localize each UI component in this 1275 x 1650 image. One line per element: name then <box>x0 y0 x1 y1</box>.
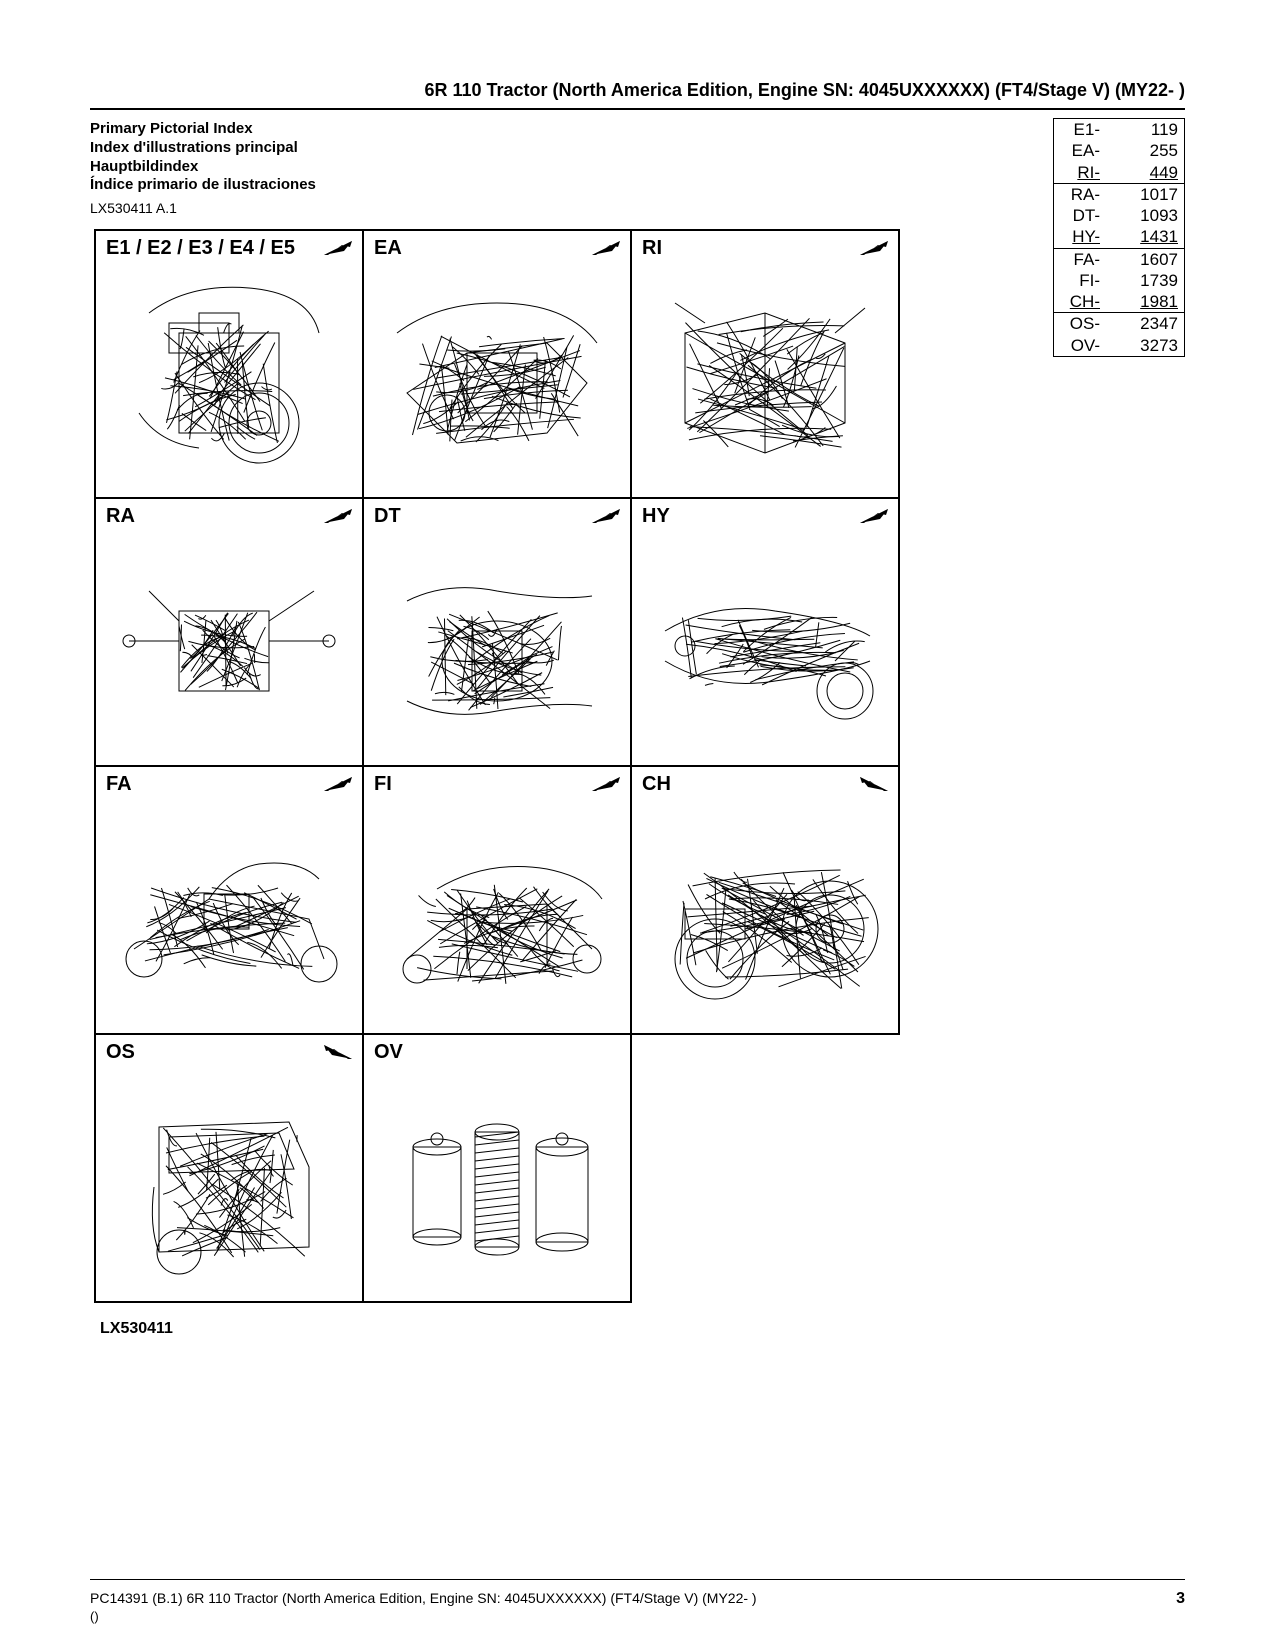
side-index-code: CH- <box>1060 291 1100 312</box>
pictorial-cell[interactable]: OV <box>362 1033 632 1303</box>
header-divider <box>90 108 1185 110</box>
arrow-up-left-icon <box>860 777 888 791</box>
pictorial-cell[interactable]: DT <box>362 497 632 767</box>
footer-text-row: PC14391 (B.1) 6R 110 Tractor (North Amer… <box>90 1590 1185 1608</box>
pictorial-cell[interactable]: HY <box>630 497 900 767</box>
footer-divider <box>90 1579 1185 1580</box>
side-index-code: E1- <box>1060 119 1100 140</box>
side-index-code: EA- <box>1060 140 1100 161</box>
pictorial-cell-figure <box>640 803 890 1025</box>
side-index-page: 3273 <box>1123 335 1178 356</box>
pictorial-cell-figure <box>104 267 354 489</box>
page-header-title: 6R 110 Tractor (North America Edition, E… <box>424 80 1185 101</box>
pictorial-cell[interactable]: E1 / E2 / E3 / E4 / E5 <box>94 229 364 499</box>
side-index-row[interactable]: RA- 1017 <box>1054 183 1184 205</box>
pictorial-cell[interactable]: EA <box>362 229 632 499</box>
pictorial-cell-label: DT <box>374 505 401 528</box>
side-index-row[interactable]: OV- 3273 <box>1054 335 1184 356</box>
side-index-page: 255 <box>1123 140 1178 161</box>
arrow-up-right-icon <box>324 777 352 791</box>
pictorial-cell[interactable]: RI <box>630 229 900 499</box>
side-index-row[interactable]: HY- 1431 <box>1054 226 1184 247</box>
side-index-row[interactable]: CH- 1981 <box>1054 291 1184 312</box>
pictorial-cell-figure <box>104 1071 354 1293</box>
side-index-page: 1739 <box>1123 270 1178 291</box>
side-index-row[interactable]: EA- 255 <box>1054 140 1184 161</box>
arrow-up-left-icon <box>324 1045 352 1059</box>
pictorial-cell-label: OV <box>374 1041 403 1064</box>
document-page: 6R 110 Tractor (North America Edition, E… <box>0 0 1275 1650</box>
side-index-page: 119 <box>1123 119 1178 140</box>
pictorial-cell-label: E1 / E2 / E3 / E4 / E5 <box>106 237 295 260</box>
footer-left-text: PC14391 (B.1) 6R 110 Tractor (North Amer… <box>90 1590 757 1608</box>
footer-paren: () <box>90 1609 99 1624</box>
arrow-up-right-icon <box>592 777 620 791</box>
pictorial-cell-figure <box>372 267 622 489</box>
side-index-row[interactable]: DT- 1093 <box>1054 205 1184 226</box>
footer-page-number: 3 <box>1176 1590 1185 1608</box>
side-index-page: 1017 <box>1123 184 1178 205</box>
section-titles-block: Primary Pictorial Index Index d'illustra… <box>90 120 316 195</box>
side-index-page: 1093 <box>1123 205 1178 226</box>
side-index-code: FI- <box>1060 270 1100 291</box>
section-title-en: Primary Pictorial Index <box>90 120 316 139</box>
side-index-code: RA- <box>1060 184 1100 205</box>
pictorial-cell-figure <box>640 535 890 757</box>
pictorial-cell[interactable]: FI <box>362 765 632 1035</box>
pictorial-cell-label: HY <box>642 505 670 528</box>
pictorial-cell[interactable]: CH <box>630 765 900 1035</box>
side-index-row[interactable]: E1- 119 <box>1054 119 1184 140</box>
pictorial-cell[interactable]: RA <box>94 497 364 767</box>
pictorial-cell-figure <box>640 267 890 489</box>
pictorial-cell-label: EA <box>374 237 402 260</box>
arrow-up-right-icon <box>860 509 888 523</box>
section-title-es: Índice primario de ilustraciones <box>90 176 316 195</box>
side-index-page: 1981 <box>1123 291 1178 312</box>
pictorial-cell-figure <box>104 803 354 1025</box>
side-index-page: 2347 <box>1123 313 1178 334</box>
arrow-up-right-icon <box>860 241 888 255</box>
arrow-up-right-icon <box>592 241 620 255</box>
side-index-row[interactable]: FI- 1739 <box>1054 270 1184 291</box>
arrow-up-right-icon <box>324 241 352 255</box>
pictorial-cell-label: OS <box>106 1041 135 1064</box>
pictorial-cell[interactable]: OS <box>94 1033 364 1303</box>
side-index-page: 449 <box>1123 162 1178 183</box>
section-title-fr: Index d'illustrations principal <box>90 139 316 158</box>
side-index-row[interactable]: FA- 1607 <box>1054 248 1184 270</box>
pictorial-cell-label: RA <box>106 505 135 528</box>
side-index-page: 1607 <box>1123 249 1178 270</box>
pictorial-cell[interactable]: FA <box>94 765 364 1035</box>
side-index-code: FA- <box>1060 249 1100 270</box>
side-index-page: 1431 <box>1123 226 1178 247</box>
pictorial-cell-figure <box>372 803 622 1025</box>
side-index-code: RI- <box>1060 162 1100 183</box>
side-index-table: E1-119EA-255RI-449RA-1017DT-1093HY-1431F… <box>1053 118 1185 357</box>
side-index-row[interactable]: RI- 449 <box>1054 162 1184 183</box>
side-index-code: HY- <box>1060 226 1100 247</box>
pictorial-cell-label: CH <box>642 773 671 796</box>
side-index-row[interactable]: OS- 2347 <box>1054 312 1184 334</box>
pictorial-cell-label: RI <box>642 237 662 260</box>
pictorial-cell-figure <box>372 535 622 757</box>
arrow-up-right-icon <box>592 509 620 523</box>
pictorial-index-grid: E1 / E2 / E3 / E4 / E5 EA RI RA DT HY FA FI CH OS… <box>95 230 905 1302</box>
pictorial-cell-label: FA <box>106 773 132 796</box>
side-index-code: OS- <box>1060 313 1100 334</box>
side-index-code: DT- <box>1060 205 1100 226</box>
arrow-up-right-icon <box>324 509 352 523</box>
section-title-de: Hauptbildindex <box>90 158 316 177</box>
bottom-reference-code: LX530411 <box>100 1320 173 1338</box>
pictorial-cell-figure <box>372 1071 622 1293</box>
pictorial-cell-figure <box>104 535 354 757</box>
side-index-code: OV- <box>1060 335 1100 356</box>
small-reference-code: LX530411 A.1 <box>90 200 177 216</box>
pictorial-cell-label: FI <box>374 773 392 796</box>
